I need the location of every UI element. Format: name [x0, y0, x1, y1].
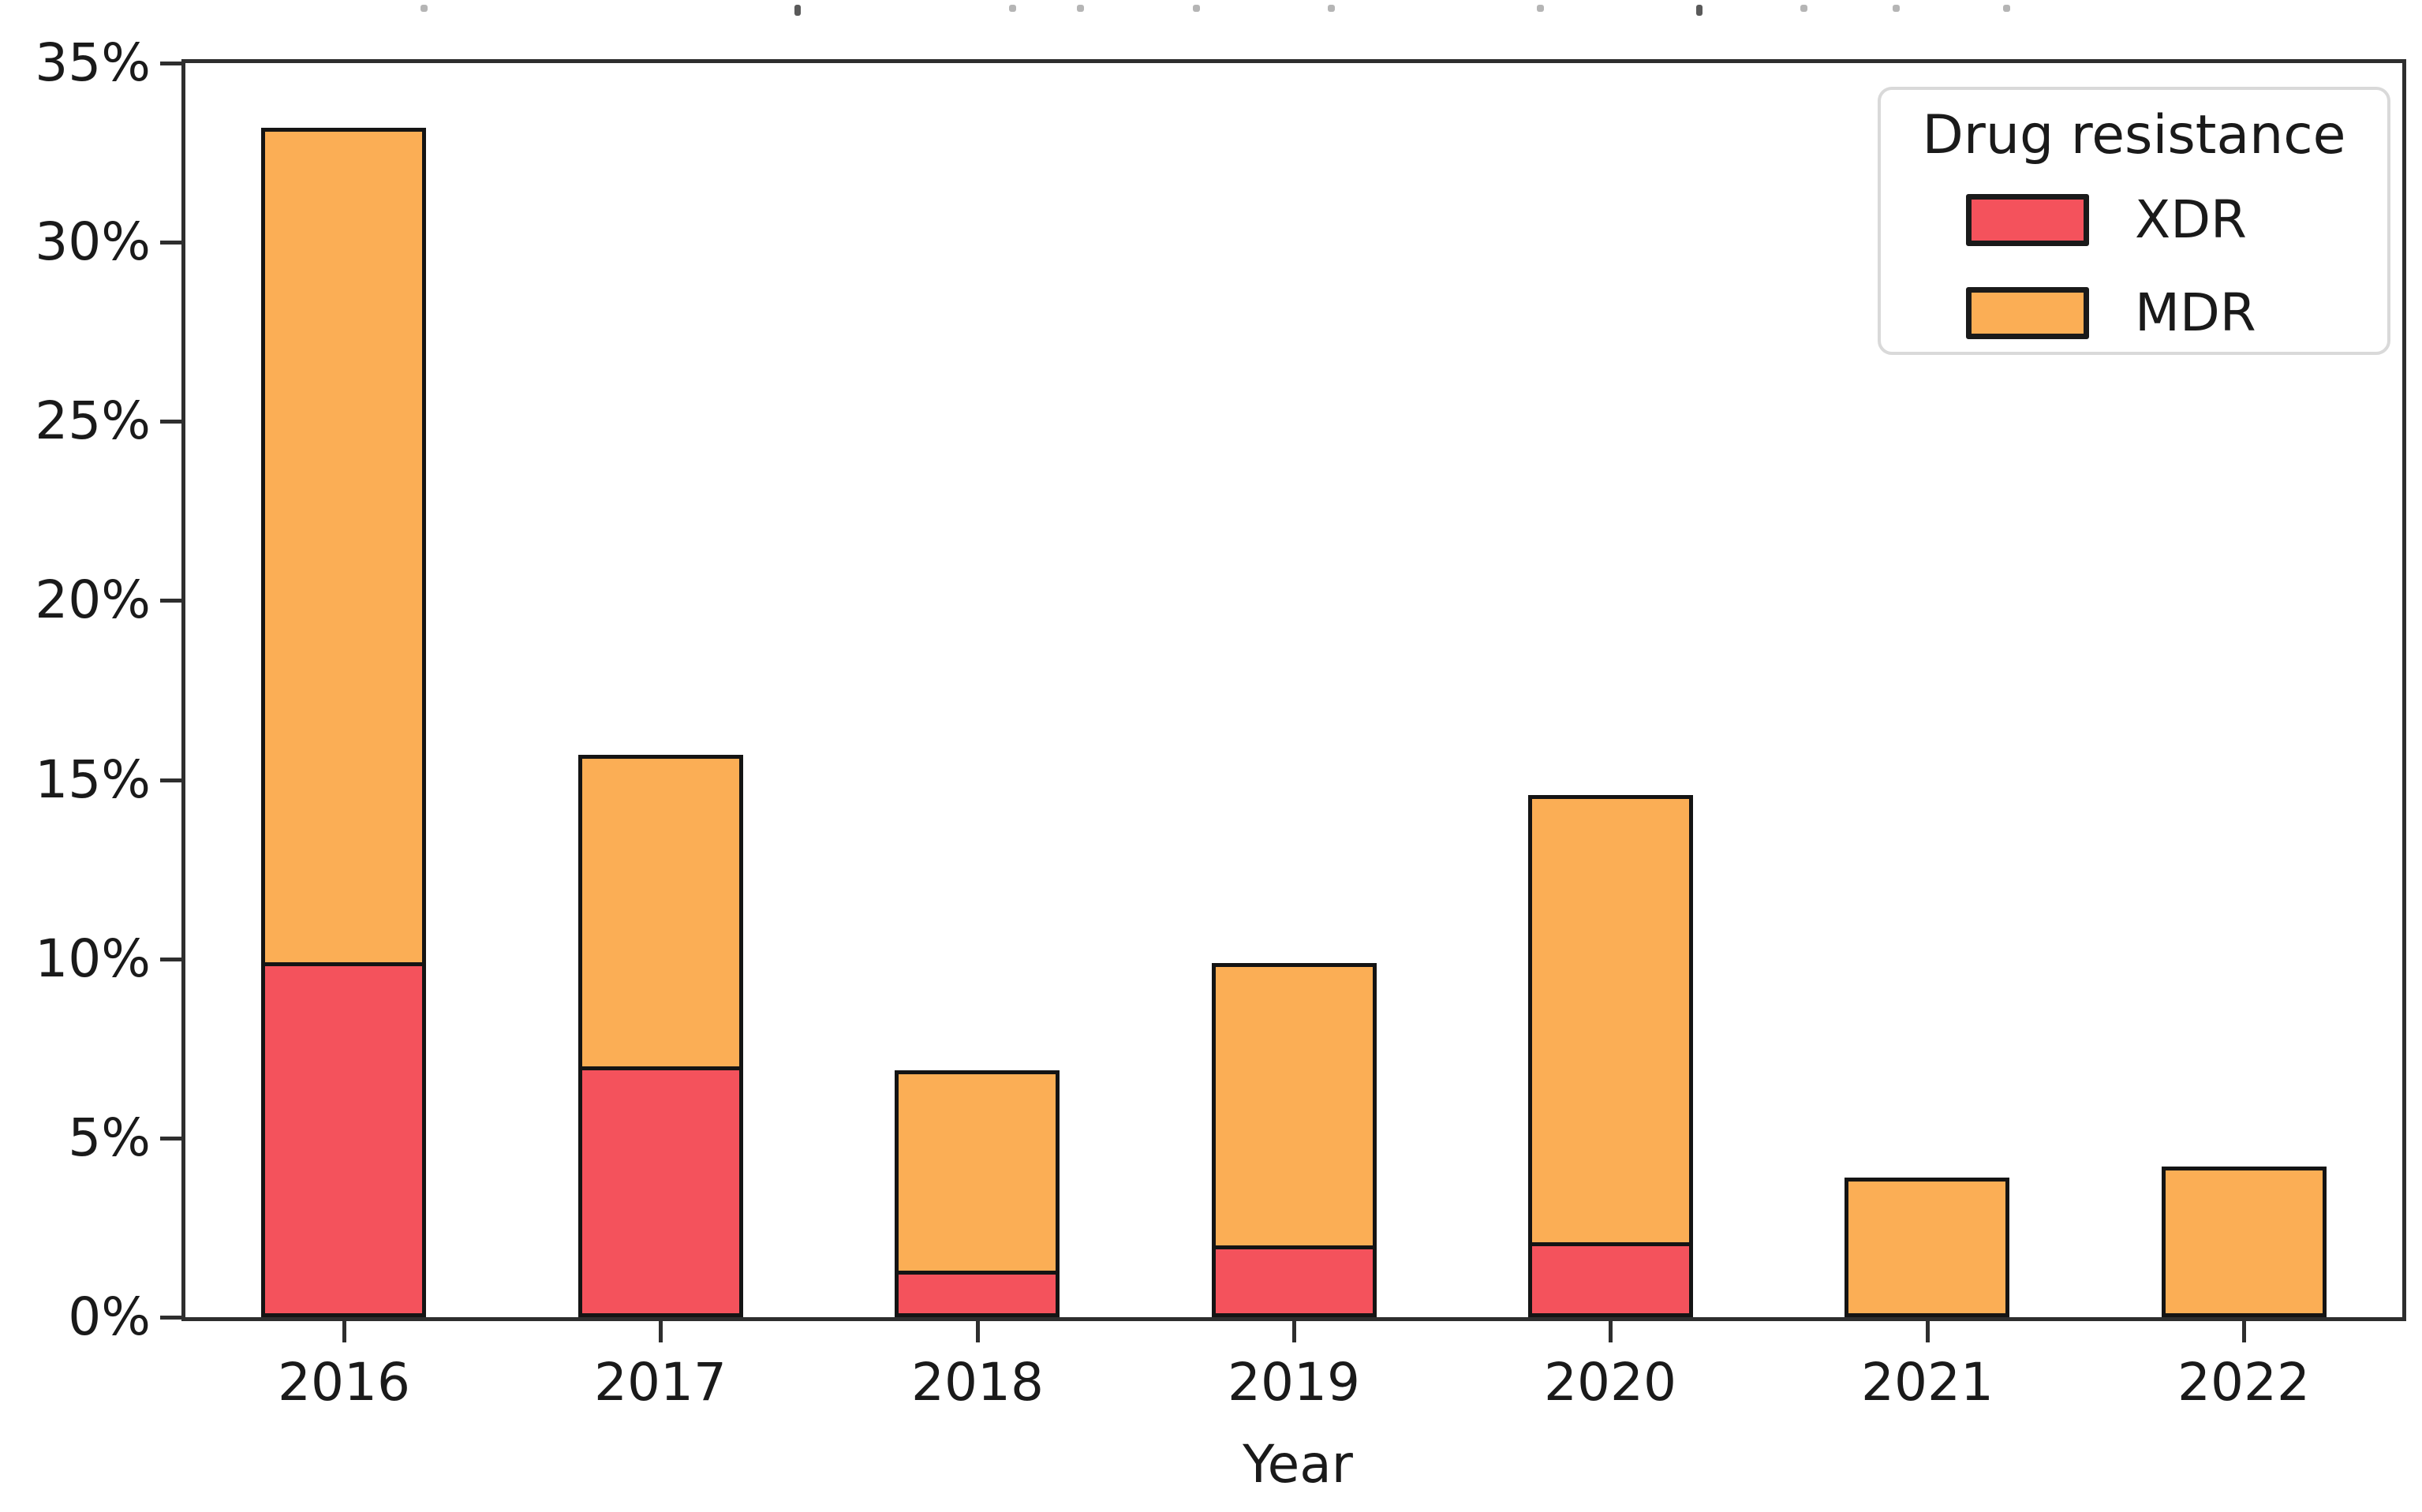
clipped-title-mark — [1893, 5, 1900, 12]
x-tick-label: 2022 — [2177, 1352, 2310, 1413]
x-axis-title: Year — [1243, 1434, 1353, 1495]
clipped-title-mark — [1800, 5, 1807, 12]
clipped-title-mark — [1009, 5, 1016, 12]
x-tick-label: 2017 — [594, 1352, 727, 1413]
bar-segment-xdr-2019 — [1212, 1245, 1377, 1317]
x-tick-label: 2020 — [1544, 1352, 1676, 1413]
y-tick-label: 0% — [68, 1286, 151, 1347]
clipped-title-mark — [1537, 5, 1544, 12]
y-tick-label: 25% — [35, 390, 151, 451]
x-tick-mark-2016 — [342, 1321, 346, 1342]
y-tick-mark-0 — [160, 1316, 181, 1320]
x-tick-mark-2021 — [1926, 1321, 1930, 1342]
bar-segment-mdr-2021 — [1845, 1178, 2009, 1317]
bar-segment-mdr-2022 — [2162, 1167, 2327, 1317]
x-tick-label: 2018 — [911, 1352, 1044, 1413]
clipped-title-mark — [1328, 5, 1335, 12]
clipped-title-mark — [1077, 5, 1084, 12]
bar-segment-mdr-2019 — [1212, 963, 1377, 1249]
legend-entry-label: XDR — [2135, 189, 2247, 250]
xdr-swatch — [1966, 194, 2089, 246]
legend-entry-xdr: XDR — [1966, 194, 2387, 246]
bar-segment-mdr-2016 — [261, 128, 426, 966]
x-tick-mark-2019 — [1292, 1321, 1296, 1342]
bar-segment-xdr-2018 — [895, 1271, 1060, 1317]
bar-segment-mdr-2020 — [1528, 795, 1693, 1246]
y-tick-label: 5% — [68, 1107, 151, 1168]
bar-segment-xdr-2020 — [1528, 1242, 1693, 1317]
y-tick-label: 20% — [35, 569, 151, 630]
x-tick-label: 2019 — [1228, 1352, 1360, 1413]
y-tick-mark-15 — [160, 778, 181, 782]
y-tick-label: 30% — [35, 211, 151, 272]
x-tick-mark-2020 — [1609, 1321, 1613, 1342]
y-tick-mark-30 — [160, 241, 181, 245]
mdr-swatch — [1966, 287, 2089, 339]
x-tick-mark-2017 — [659, 1321, 663, 1342]
plot-area — [181, 59, 2406, 1321]
y-tick-mark-20 — [160, 599, 181, 603]
x-tick-label: 2021 — [1861, 1352, 1994, 1413]
x-tick-mark-2018 — [976, 1321, 980, 1342]
legend-entry-label: MDR — [2135, 282, 2256, 343]
clipped-title-mark — [420, 5, 428, 12]
y-tick-mark-35 — [160, 62, 181, 65]
bar-segment-mdr-2017 — [578, 755, 743, 1070]
legend-title: Drug resistance — [1922, 104, 2346, 166]
bar-segment-mdr-2018 — [895, 1070, 1060, 1275]
y-tick-label: 10% — [35, 928, 151, 989]
clipped-title-mark — [2003, 5, 2010, 12]
legend: Drug resistance XDR MDR — [1878, 87, 2390, 355]
clipped-title-mark — [794, 5, 801, 16]
clipped-title-mark — [1696, 5, 1703, 16]
x-tick-mark-2022 — [2242, 1321, 2246, 1342]
legend-entry-mdr: MDR — [1966, 287, 2387, 339]
bar-segment-xdr-2016 — [261, 962, 426, 1317]
clipped-title-mark — [1193, 5, 1200, 12]
y-tick-label: 15% — [35, 749, 151, 810]
x-tick-label: 2016 — [278, 1352, 410, 1413]
y-tick-label: 35% — [35, 32, 151, 93]
y-tick-mark-10 — [160, 958, 181, 961]
y-tick-mark-5 — [160, 1137, 181, 1141]
bar-segment-xdr-2017 — [578, 1066, 743, 1317]
y-tick-mark-25 — [160, 420, 181, 424]
